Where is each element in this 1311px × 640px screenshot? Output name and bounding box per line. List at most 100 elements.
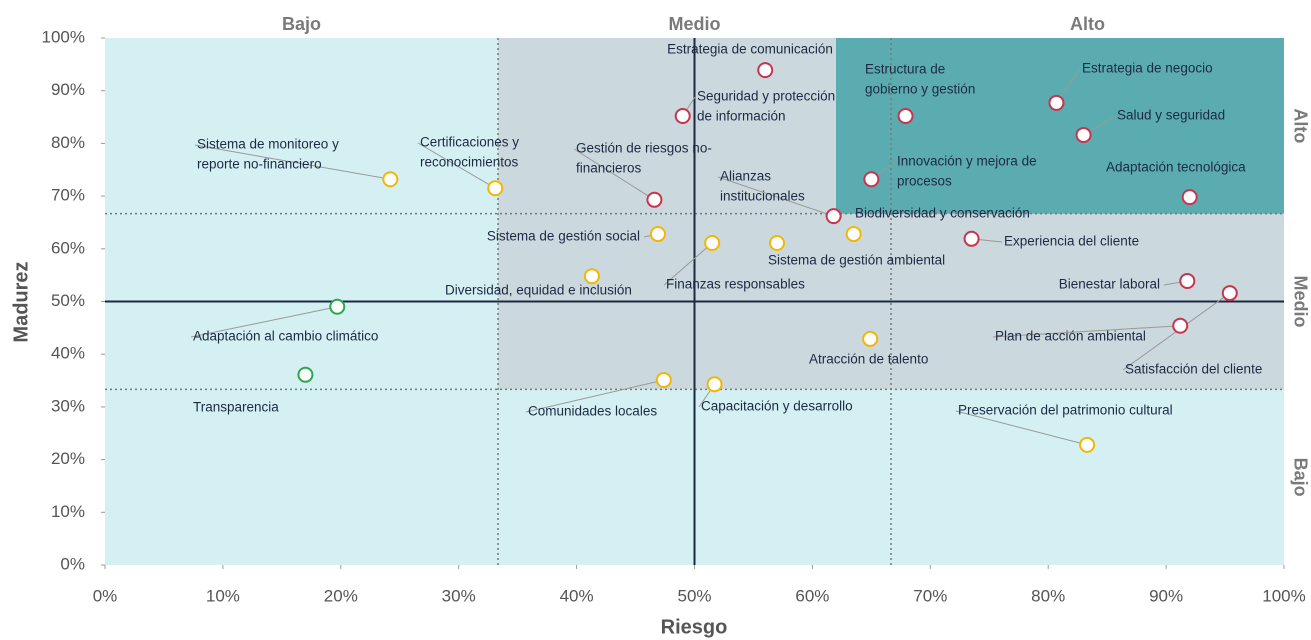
point-label: procesos xyxy=(897,174,952,189)
point-label: Estrategia de comunicación xyxy=(667,42,833,57)
leader-line xyxy=(992,325,1181,338)
point xyxy=(704,235,721,252)
leader-line xyxy=(190,306,338,338)
point xyxy=(297,366,314,383)
point xyxy=(646,191,663,208)
point-label: Bienestar laboral xyxy=(1059,277,1160,292)
point xyxy=(825,208,842,225)
point-label: gobierno y gestión xyxy=(865,82,975,97)
point xyxy=(655,372,672,389)
x-zone-label: Bajo xyxy=(282,14,321,34)
leader-line xyxy=(525,379,664,413)
point xyxy=(863,171,880,188)
x-tick-label: 90% xyxy=(1149,586,1183,605)
point-label: Capacitación y desarrollo xyxy=(701,399,853,414)
leader-line xyxy=(663,242,713,286)
point xyxy=(769,235,786,252)
y-zone-label: Alto xyxy=(1290,108,1310,143)
leader-line xyxy=(573,148,655,201)
x-tick-label: 70% xyxy=(913,586,947,605)
x-tick-label: 20% xyxy=(324,586,358,605)
y-tick-label: 100% xyxy=(42,27,85,46)
point-label: financieros xyxy=(576,161,642,176)
x-tick-label: 10% xyxy=(206,586,240,605)
point-label: Alianzas xyxy=(720,169,771,184)
point xyxy=(706,376,723,393)
point xyxy=(1179,272,1196,289)
point xyxy=(649,226,666,243)
point-label: Preservación del patrimonio cultural xyxy=(958,403,1173,418)
point-label: Estrategia de negocio xyxy=(1082,61,1213,76)
point-label: Plan de acción ambiental xyxy=(995,329,1146,344)
y-axis-label: Madurez xyxy=(10,261,32,342)
point-label: de información xyxy=(697,109,786,124)
y-tick-label: 60% xyxy=(51,238,85,257)
point-label: Seguridad y protección xyxy=(697,89,835,104)
point-label: Adaptación al cambio climático xyxy=(193,329,378,344)
point-label: Sistema de monitoreo y xyxy=(197,137,339,152)
y-tick-label: 80% xyxy=(51,133,85,152)
point xyxy=(1079,436,1096,453)
y-tick-label: 70% xyxy=(51,186,85,205)
x-tick-label: 100% xyxy=(1262,586,1305,605)
point xyxy=(1172,317,1189,334)
leader-line xyxy=(194,144,391,180)
point-label: Sistema de gestión ambiental xyxy=(768,253,945,268)
point xyxy=(487,180,504,197)
point-label: Estructura de xyxy=(865,62,945,77)
point-label: Atracción de talento xyxy=(809,352,928,367)
zone-high xyxy=(836,38,1284,214)
point xyxy=(329,298,346,315)
x-tick-label: 0% xyxy=(93,586,118,605)
x-tick-label: 50% xyxy=(677,586,711,605)
point-label: Adaptación tecnológica xyxy=(1106,160,1246,175)
y-tick-label: 0% xyxy=(60,554,85,573)
y-tick-label: 30% xyxy=(51,396,85,415)
leader-line xyxy=(417,142,496,189)
point-label: Salud y seguridad xyxy=(1117,108,1225,123)
point xyxy=(583,268,600,285)
point-label: Finanzas responsables xyxy=(666,277,805,292)
point xyxy=(1048,94,1065,111)
point-label: Certificaciones y xyxy=(420,135,519,150)
y-tick-label: 20% xyxy=(51,449,85,468)
point-label: Satisfacción del cliente xyxy=(1125,362,1262,377)
x-tick-label: 30% xyxy=(442,586,476,605)
point xyxy=(757,62,774,79)
point xyxy=(897,107,914,124)
point-label: Biodiversidad y conservación xyxy=(855,206,1030,221)
point xyxy=(1221,285,1238,302)
point-label: Innovación y mejora de xyxy=(897,154,1037,169)
point-label: Experiencia del cliente xyxy=(1004,234,1139,249)
point-label: reporte no-financiero xyxy=(197,157,322,172)
y-tick-label: 50% xyxy=(51,291,85,310)
y-tick-label: 40% xyxy=(51,344,85,363)
point xyxy=(862,330,879,347)
point xyxy=(674,107,691,124)
y-tick-label: 90% xyxy=(51,80,85,99)
point-label: Comunidades locales xyxy=(528,404,657,419)
point xyxy=(1181,189,1198,206)
y-zone-label: Bajo xyxy=(1290,458,1310,497)
x-tick-label: 60% xyxy=(795,586,829,605)
point-label: Diversidad, equidad e inclusión xyxy=(445,283,632,298)
x-zone-label: Medio xyxy=(669,14,721,34)
leader-line xyxy=(955,410,1088,446)
point-label: Gestión de riesgos no- xyxy=(576,141,712,156)
x-axis-label: Riesgo xyxy=(661,616,728,638)
point xyxy=(382,171,399,188)
x-tick-label: 80% xyxy=(1031,586,1065,605)
point-label: Transparencia xyxy=(193,400,279,415)
x-zone-label: Alto xyxy=(1070,14,1105,34)
leader-line xyxy=(717,176,834,217)
point xyxy=(1075,126,1092,143)
point-label: Sistema de gestión social xyxy=(487,229,640,244)
x-tick-label: 40% xyxy=(560,586,594,605)
y-zone-label: Medio xyxy=(1290,276,1310,328)
point-label: institucionales xyxy=(720,189,805,204)
y-tick-label: 10% xyxy=(51,502,85,521)
point-label: reconocimientos xyxy=(420,155,519,170)
point xyxy=(845,226,862,243)
point xyxy=(963,230,980,247)
